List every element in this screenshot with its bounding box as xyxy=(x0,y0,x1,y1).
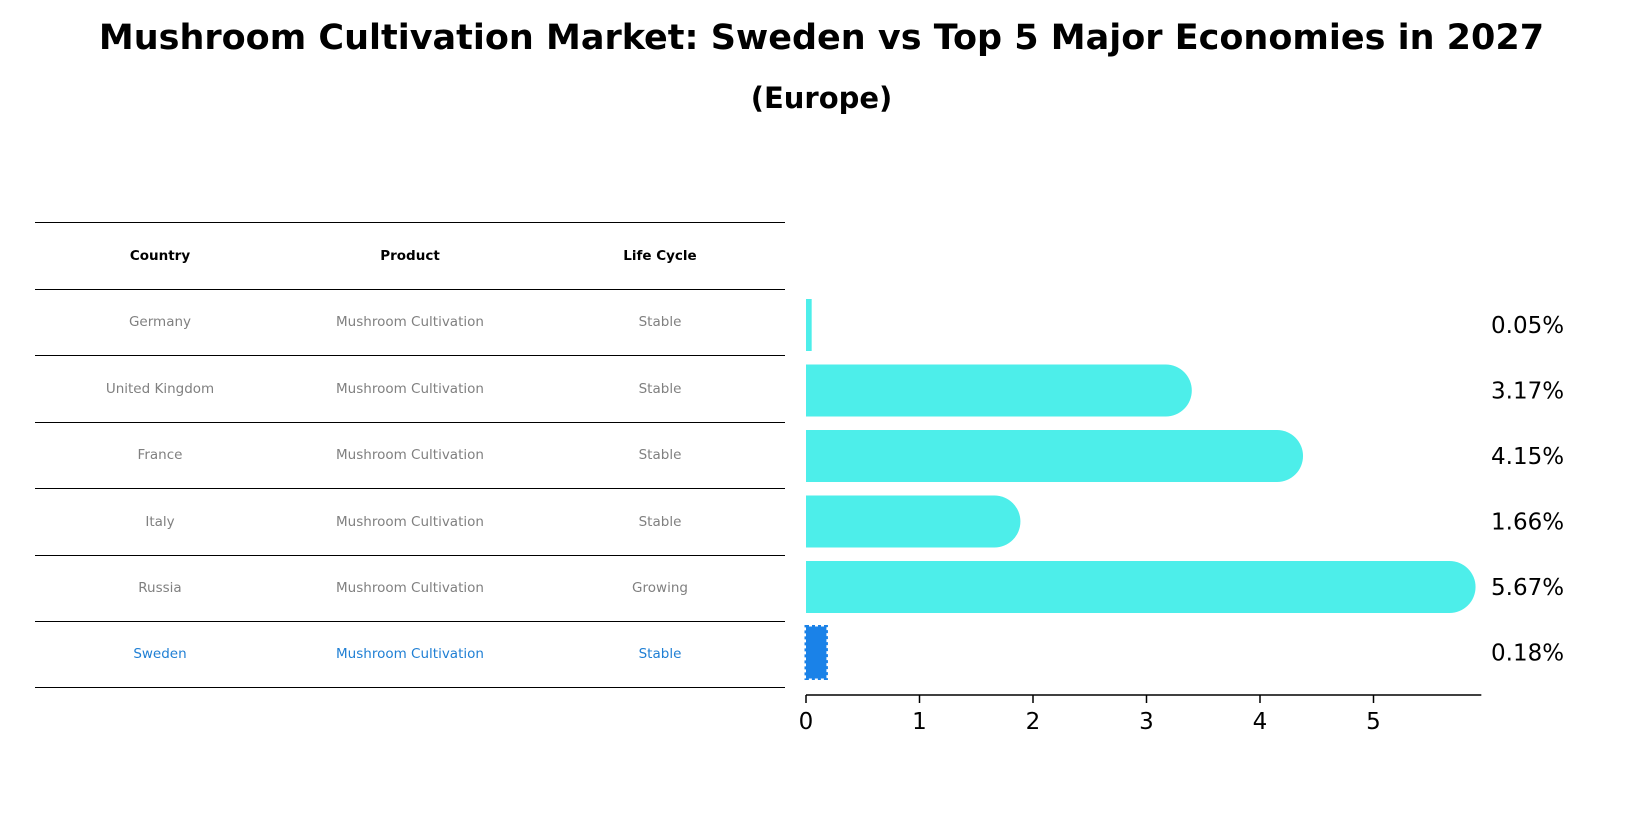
cell-product: Mushroom Cultivation xyxy=(336,513,484,530)
header-product: Product xyxy=(380,247,440,264)
cell-life-cycle: Stable xyxy=(638,646,682,663)
x-tick-label: 4 xyxy=(1253,709,1268,735)
cell-country: United Kingdom xyxy=(105,380,215,397)
table-row: Russia Mushroom Cultivation Growing xyxy=(35,554,785,622)
cell-country: Russia xyxy=(138,580,182,597)
value-label: 1.66% xyxy=(1491,510,1564,536)
cell-product: Mushroom Cultivation xyxy=(336,646,484,663)
cell-life-cycle: Stable xyxy=(638,314,682,331)
x-tick-label: 5 xyxy=(1366,709,1381,735)
table-row: France Mushroom Cultivation Stable xyxy=(35,421,785,489)
value-label: 0.18% xyxy=(1491,641,1564,667)
table-row: United Kingdom Mushroom Cultivation Stab… xyxy=(35,355,785,422)
cell-product: Mushroom Cultivation xyxy=(336,580,484,597)
cell-country: Sweden xyxy=(133,646,187,663)
x-tick-label: 0 xyxy=(799,709,814,735)
chart-title: Mushroom Cultivation Market: Sweden vs T… xyxy=(98,18,1545,58)
chart-subtitle: (Europe) xyxy=(750,81,893,115)
bar-united-kingdom xyxy=(806,364,1192,417)
header-country: Country xyxy=(129,247,191,264)
table-row-highlighted: Sweden Mushroom Cultivation Stable xyxy=(35,621,785,688)
x-tick-label: 1 xyxy=(912,709,927,735)
table-row: Italy Mushroom Cultivation Stable xyxy=(35,488,785,555)
cell-country: France xyxy=(137,447,183,464)
cell-life-cycle: Stable xyxy=(638,513,682,530)
cell-country: Italy xyxy=(145,513,175,530)
cell-product: Mushroom Cultivation xyxy=(336,380,484,397)
bar-sweden xyxy=(804,625,828,680)
value-label: 4.15% xyxy=(1491,444,1564,470)
bar-germany xyxy=(806,299,812,351)
cell-product: Mushroom Cultivation xyxy=(336,447,484,464)
bar-italy xyxy=(806,495,1021,548)
market-table: Country Product Life Cycle Germany Mushr… xyxy=(35,222,785,688)
cell-life-cycle: Stable xyxy=(638,380,682,397)
cell-product: Mushroom Cultivation xyxy=(336,314,484,331)
table-row: Germany Mushroom Cultivation Stable xyxy=(35,288,785,356)
x-tick-label: 3 xyxy=(1139,709,1154,735)
cell-life-cycle: Growing xyxy=(632,580,688,597)
bar-france xyxy=(806,430,1304,482)
header-life-cycle: Life Cycle xyxy=(623,247,697,264)
x-tick-label: 2 xyxy=(1026,709,1041,735)
value-label: 0.05% xyxy=(1491,313,1564,339)
bar-russia xyxy=(806,561,1476,613)
cell-life-cycle: Stable xyxy=(638,447,682,464)
value-label: 5.67% xyxy=(1491,575,1564,601)
table-header-row: Country Product Life Cycle xyxy=(35,222,785,289)
cell-country: Germany xyxy=(128,314,192,331)
value-label: 3.17% xyxy=(1491,379,1564,405)
